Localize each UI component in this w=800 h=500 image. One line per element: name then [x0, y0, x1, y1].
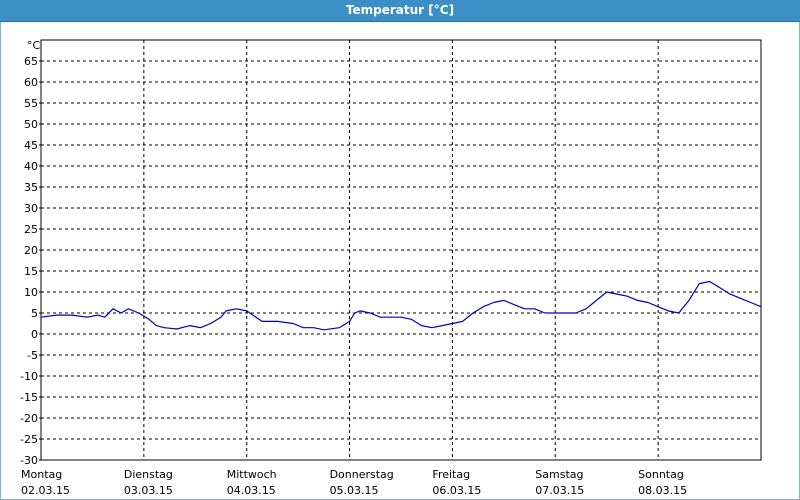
y-tick-label: 35 [24, 181, 38, 194]
x-tick-day: Montag [21, 468, 62, 481]
y-tick-label: -20 [20, 412, 38, 425]
chart-title: Temperatur [°C] [345, 3, 455, 17]
x-tick-date: 03.03.15 [124, 484, 173, 497]
y-tick-label: -5 [27, 349, 38, 362]
temperature-series-line [40, 280, 762, 331]
chart-window: -30 -25 -20 -15 -10 -5 0 5 10 15 20 25 30 35 40 45 50 55 6… [0, 22, 800, 500]
x-tick-day: Mittwoch [227, 468, 277, 481]
x-tick-day: Dienstag [124, 468, 173, 481]
y-tick-label: 40 [24, 160, 38, 173]
x-tick-date: 05.03.15 [330, 484, 379, 497]
y-tick-label: 50 [24, 118, 38, 131]
y-axis-unit: °C [27, 39, 41, 52]
x-tick-date: 07.03.15 [535, 484, 584, 497]
y-tick-label: 10 [24, 286, 38, 299]
y-tick-label: 20 [24, 244, 38, 257]
y-tick-label: 0 [31, 328, 38, 341]
x-tick-day: Donnerstag [330, 468, 394, 481]
x-tick-day: Samstag [535, 468, 583, 481]
y-tick-label: 25 [24, 223, 38, 236]
y-tick-label: -10 [20, 370, 38, 383]
y-tick-label: 45 [24, 139, 38, 152]
y-tick-label: 60 [24, 76, 38, 89]
y-tick-label: 5 [31, 307, 38, 320]
y-tick-label: 55 [24, 97, 38, 110]
x-tick-date: 04.03.15 [227, 484, 276, 497]
y-tick-label: -15 [20, 391, 38, 404]
y-tick-label: 30 [24, 202, 38, 215]
x-tick-day: Freitag [432, 468, 470, 481]
y-tick-label: 15 [24, 265, 38, 278]
temperature-chart: -30 -25 -20 -15 -10 -5 0 5 10 15 20 25 30 35 40 45 50 55 6… [20, 39, 762, 497]
chart-title-bar: Temperatur [°C] [0, 0, 800, 22]
y-tick-label: -25 [20, 433, 38, 446]
x-tick-date: 08.03.15 [638, 484, 687, 497]
y-tick-label: -30 [20, 454, 38, 467]
x-tick-date: 06.03.15 [432, 484, 481, 497]
x-tick-day: Sonntag [638, 468, 684, 481]
y-tick-label: 65 [24, 55, 38, 68]
x-tick-date: 02.03.15 [21, 484, 70, 497]
